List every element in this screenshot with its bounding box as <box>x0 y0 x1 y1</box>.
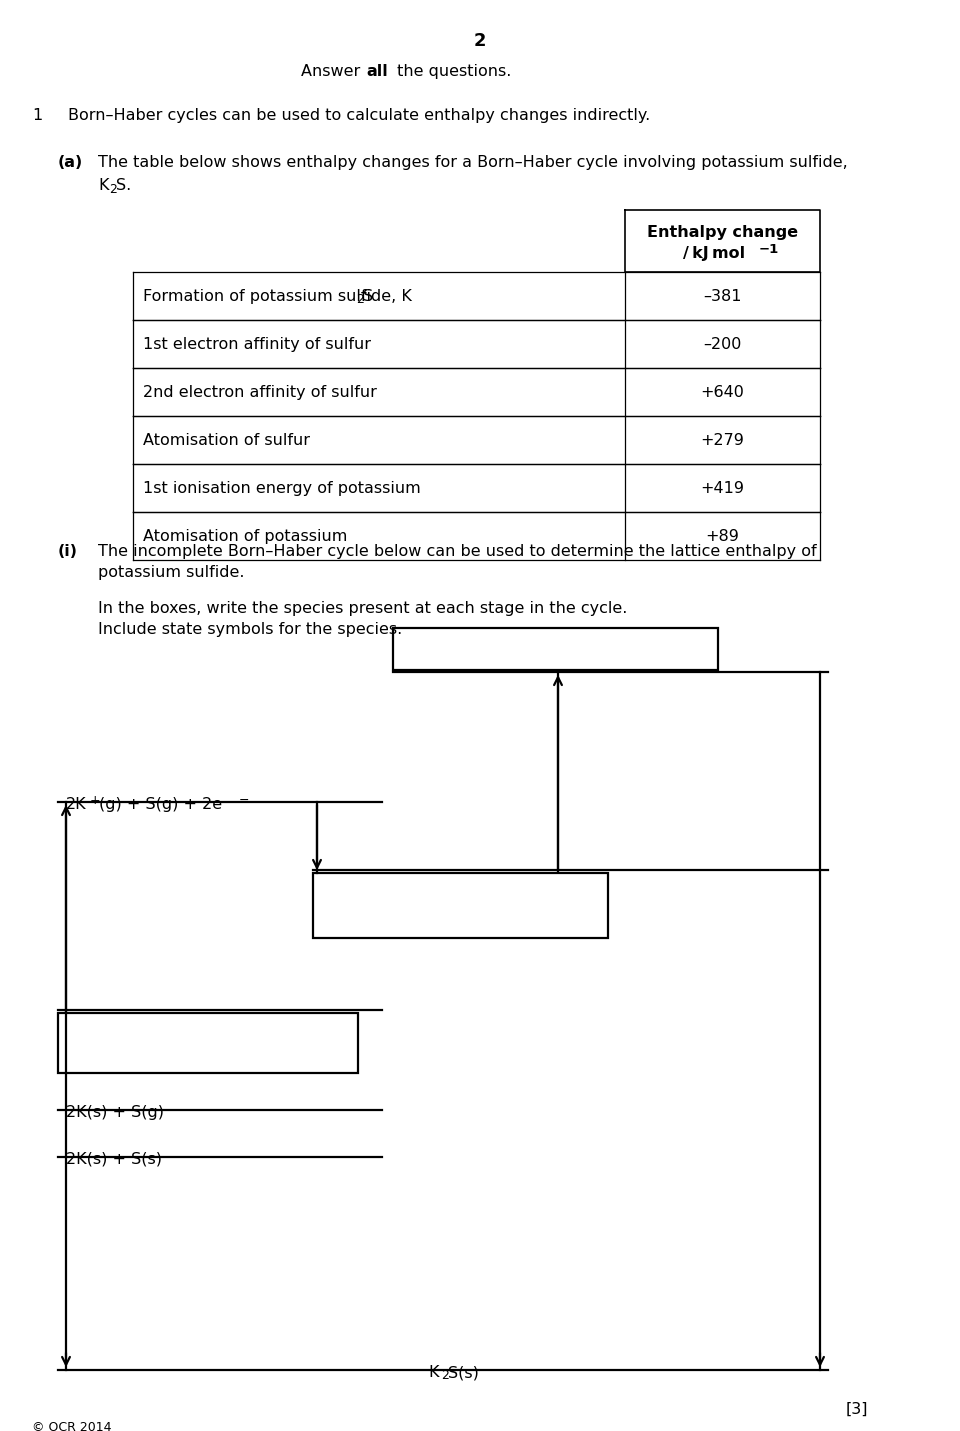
Text: Answer: Answer <box>300 64 365 79</box>
Text: K: K <box>98 177 108 193</box>
Bar <box>393 628 718 670</box>
Text: Atomisation of sulfur: Atomisation of sulfur <box>143 434 310 448</box>
Text: Atomisation of potassium: Atomisation of potassium <box>143 529 348 544</box>
Text: 2: 2 <box>473 31 487 50</box>
Text: Enthalpy change: Enthalpy change <box>647 225 798 240</box>
Text: 2nd electron affinity of sulfur: 2nd electron affinity of sulfur <box>143 385 377 401</box>
Text: –381: –381 <box>704 289 742 303</box>
Text: –200: –200 <box>704 336 742 352</box>
Text: −: − <box>239 794 250 807</box>
Text: 1st electron affinity of sulfur: 1st electron affinity of sulfur <box>143 336 371 352</box>
Text: 2: 2 <box>441 1369 449 1382</box>
Text: 2: 2 <box>109 183 117 196</box>
Text: [3]: [3] <box>846 1402 869 1417</box>
Bar <box>313 873 608 937</box>
Text: +419: +419 <box>701 481 745 497</box>
Bar <box>58 1013 358 1073</box>
Text: 2K(s) + S(s): 2K(s) + S(s) <box>66 1152 162 1168</box>
Text: In the boxes, write the species present at each stage in the cycle.: In the boxes, write the species present … <box>98 601 628 615</box>
Text: +640: +640 <box>701 385 744 401</box>
Text: +: + <box>90 794 101 807</box>
Text: S: S <box>363 289 373 303</box>
Text: Include state symbols for the species.: Include state symbols for the species. <box>98 622 402 637</box>
Text: © OCR 2014: © OCR 2014 <box>32 1421 111 1431</box>
Text: (g) + S(g) + 2e: (g) + S(g) + 2e <box>99 797 222 811</box>
Text: +279: +279 <box>701 434 744 448</box>
Text: +89: +89 <box>706 529 739 544</box>
Text: / kJ mol: / kJ mol <box>684 246 746 260</box>
Text: K: K <box>428 1365 439 1379</box>
Text: 2K(s) + S(g): 2K(s) + S(g) <box>66 1105 164 1120</box>
Text: 1: 1 <box>32 107 42 123</box>
Text: 1st ionisation energy of potassium: 1st ionisation energy of potassium <box>143 481 420 497</box>
Text: The table below shows enthalpy changes for a Born–Haber cycle involving potassiu: The table below shows enthalpy changes f… <box>98 155 848 170</box>
Text: Formation of potassium sulfide, K: Formation of potassium sulfide, K <box>143 289 412 303</box>
Text: S.: S. <box>116 177 132 193</box>
Text: −1: −1 <box>758 243 779 256</box>
Text: all: all <box>366 64 388 79</box>
Text: 2K: 2K <box>66 797 86 811</box>
Text: 2: 2 <box>356 293 364 306</box>
Text: (i): (i) <box>58 544 78 560</box>
Text: potassium sulfide.: potassium sulfide. <box>98 565 245 580</box>
Text: (a): (a) <box>58 155 84 170</box>
Text: The incomplete Born–Haber cycle below can be used to determine the lattice entha: The incomplete Born–Haber cycle below ca… <box>98 544 817 560</box>
Text: S(s): S(s) <box>448 1365 479 1379</box>
Text: the questions.: the questions. <box>392 64 512 79</box>
Text: Born–Haber cycles can be used to calculate enthalpy changes indirectly.: Born–Haber cycles can be used to calcula… <box>68 107 650 123</box>
